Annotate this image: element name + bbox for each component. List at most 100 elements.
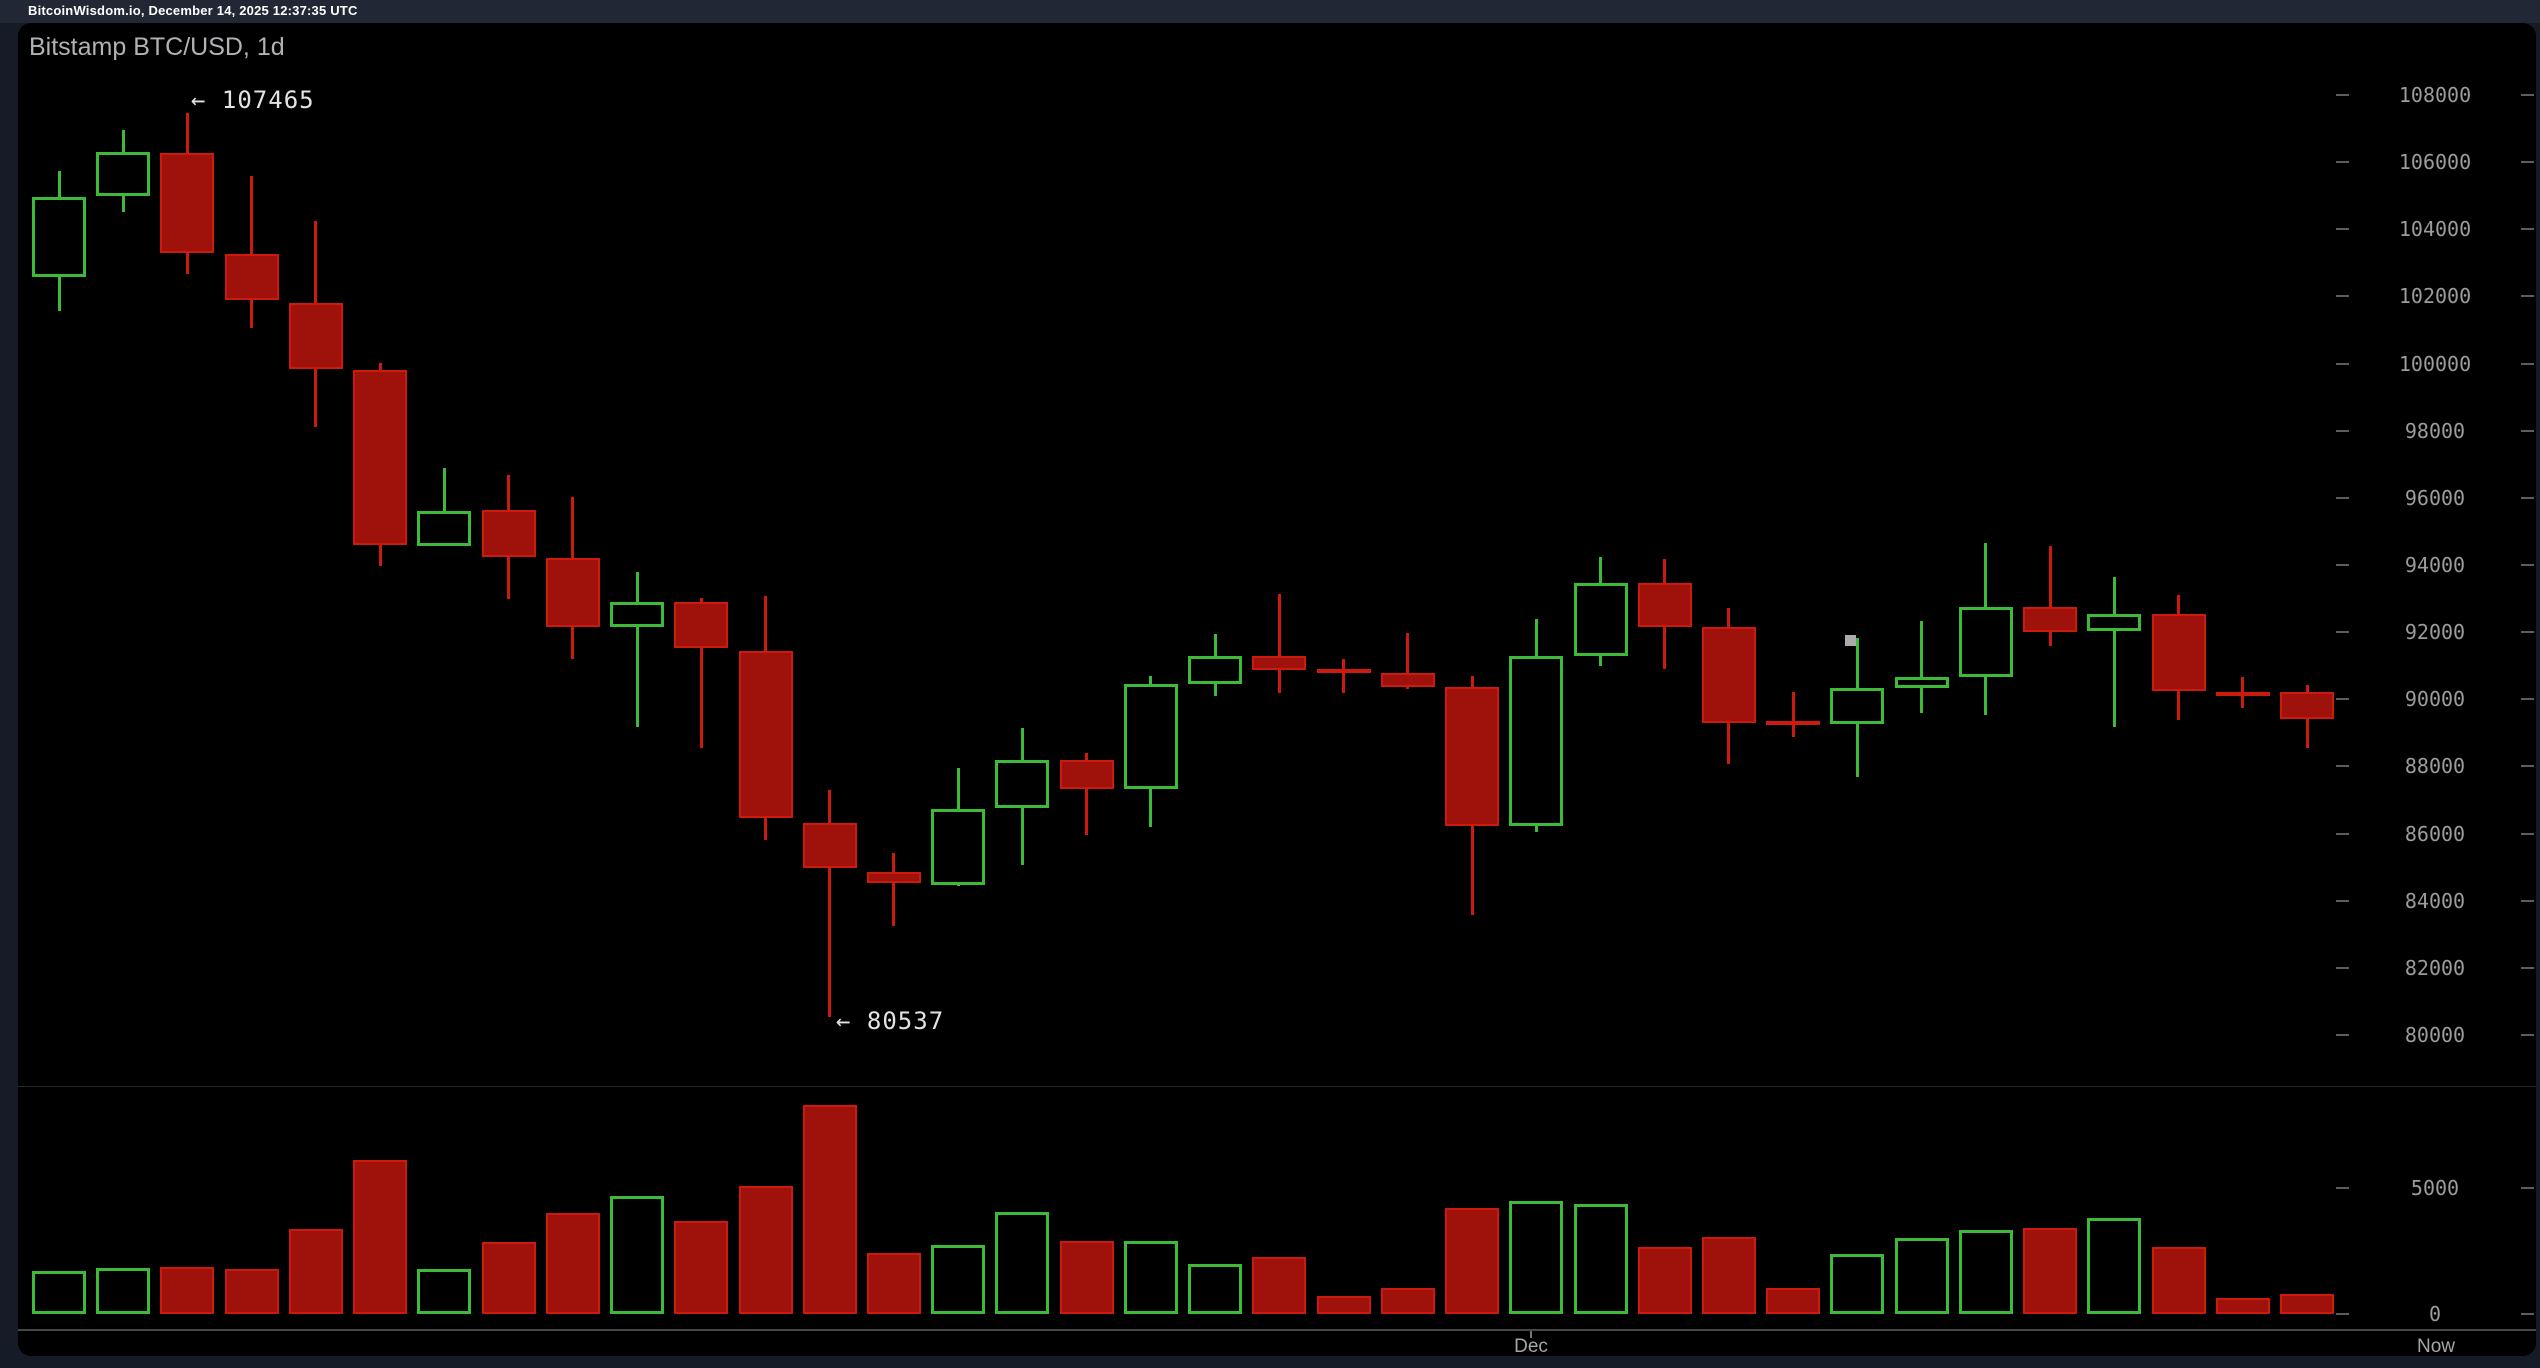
candle-body bbox=[1059, 760, 1114, 789]
volume-axis-label: 5000 bbox=[2410, 1176, 2460, 1200]
candle-body bbox=[2023, 607, 2078, 633]
price-axis-tick-right bbox=[2521, 564, 2534, 566]
candle-body bbox=[2087, 614, 2142, 632]
volume-bar bbox=[1573, 1204, 1628, 1314]
price-axis-tick-right bbox=[2521, 161, 2534, 164]
candle-body bbox=[2215, 691, 2270, 696]
price-axis-tick-right bbox=[2521, 765, 2534, 768]
candle-wick bbox=[828, 789, 832, 1017]
candle-body bbox=[866, 871, 921, 883]
volume-bar bbox=[481, 1242, 536, 1314]
candle-body bbox=[802, 822, 857, 868]
header-bar: BitcoinWisdom.io, December 14, 2025 12:3… bbox=[0, 0, 2540, 23]
price-axis-tick-left bbox=[2336, 698, 2349, 701]
price-axis-tick-right bbox=[2521, 362, 2534, 365]
volume-bar bbox=[417, 1268, 472, 1314]
volume-bar bbox=[96, 1267, 151, 1314]
volume-bar bbox=[32, 1271, 86, 1314]
candle-body bbox=[545, 558, 600, 628]
candle-wick bbox=[1791, 692, 1795, 738]
price-axis-tick-left bbox=[2336, 94, 2349, 96]
volume-axis-tick-right bbox=[2521, 1187, 2534, 1189]
candle-wick bbox=[1085, 753, 1089, 835]
volume-bar bbox=[1637, 1247, 1692, 1314]
volume-bar bbox=[1188, 1263, 1243, 1314]
price-axis-label: 108000 bbox=[2398, 83, 2472, 107]
gray-marker-square bbox=[1845, 635, 1856, 646]
candle-wick bbox=[1277, 594, 1281, 693]
price-axis-tick-left bbox=[2336, 631, 2349, 634]
candle-body bbox=[288, 303, 343, 370]
volume-bar bbox=[1894, 1238, 1949, 1314]
time-axis-label: Now bbox=[2416, 1336, 2455, 1357]
price-axis-tick-left bbox=[2336, 1034, 2349, 1036]
candle-body bbox=[1380, 673, 1435, 688]
candle-body bbox=[738, 651, 793, 819]
candle-body bbox=[1637, 583, 1692, 628]
price-axis-tick-left bbox=[2336, 228, 2349, 231]
candle-body bbox=[1830, 688, 1885, 725]
candle-body bbox=[1188, 655, 1243, 685]
price-axis-tick-left bbox=[2336, 362, 2349, 365]
chart-frame bbox=[18, 23, 2536, 1356]
candle-body bbox=[1701, 627, 1756, 724]
price-axis-label: 96000 bbox=[2404, 485, 2466, 510]
price-axis-tick-left bbox=[2336, 899, 2349, 902]
price-axis-label: 88000 bbox=[2404, 754, 2466, 779]
candle-wick bbox=[442, 468, 446, 547]
candle-body bbox=[2151, 614, 2206, 692]
price-axis-tick-right bbox=[2521, 295, 2534, 298]
candle-body bbox=[1123, 684, 1178, 789]
price-axis-label: 94000 bbox=[2404, 553, 2466, 577]
volume-bar bbox=[1059, 1240, 1114, 1314]
volume-bar bbox=[1766, 1287, 1821, 1314]
volume-bar bbox=[1445, 1208, 1500, 1314]
price-axis-label: 104000 bbox=[2398, 217, 2472, 242]
volume-bar bbox=[2151, 1247, 2206, 1314]
price-annotation: ← 107465 bbox=[191, 86, 315, 114]
candle-wick bbox=[250, 175, 254, 329]
volume-bar bbox=[353, 1160, 408, 1314]
price-axis-tick-left bbox=[2336, 295, 2349, 298]
candle-wick bbox=[1920, 621, 1924, 714]
price-axis-tick-right bbox=[2521, 966, 2534, 969]
candle-body bbox=[2280, 692, 2335, 720]
volume-bar bbox=[1958, 1230, 2013, 1314]
volume-bar bbox=[802, 1105, 857, 1314]
volume-bar bbox=[545, 1213, 600, 1314]
candle-wick bbox=[2112, 577, 2116, 728]
candle-body bbox=[995, 760, 1050, 809]
header-status-line: BitcoinWisdom.io, December 14, 2025 12:3… bbox=[28, 3, 358, 18]
price-axis-tick-right bbox=[2521, 1034, 2534, 1036]
price-axis-tick-right bbox=[2521, 832, 2534, 835]
volume-axis-tick-left bbox=[2336, 1313, 2349, 1315]
volume-bar bbox=[610, 1195, 665, 1314]
volume-axis-label: 0 bbox=[2428, 1302, 2442, 1326]
price-axis-label: 102000 bbox=[2398, 284, 2472, 309]
price-axis-tick-right bbox=[2521, 228, 2534, 231]
candle-wick bbox=[1406, 633, 1410, 690]
price-axis-tick-left bbox=[2336, 496, 2349, 499]
time-axis-label: Dec bbox=[1514, 1336, 1548, 1357]
time-axis-divider bbox=[18, 1329, 2536, 1331]
volume-bar bbox=[1830, 1253, 1885, 1314]
price-axis-tick-left bbox=[2336, 966, 2349, 969]
candle-body bbox=[1445, 687, 1500, 826]
candle-body bbox=[931, 809, 986, 885]
volume-bar bbox=[866, 1253, 921, 1314]
candle-body bbox=[1252, 655, 1307, 671]
price-axis-tick-left bbox=[2336, 161, 2349, 164]
volume-bar bbox=[1380, 1287, 1435, 1314]
volume-bar bbox=[995, 1211, 1050, 1314]
volume-bar bbox=[2215, 1298, 2270, 1314]
price-axis-label: 82000 bbox=[2404, 955, 2466, 980]
chart-title: Bitstamp BTC/USD, 1d bbox=[29, 33, 285, 61]
candle-body bbox=[32, 197, 86, 278]
candle-body bbox=[1573, 583, 1628, 656]
volume-bar bbox=[1316, 1296, 1371, 1314]
candle-body bbox=[674, 602, 729, 649]
price-axis-tick-right bbox=[2521, 94, 2534, 96]
candle-wick bbox=[1342, 659, 1346, 693]
volume-bar bbox=[1701, 1237, 1756, 1314]
